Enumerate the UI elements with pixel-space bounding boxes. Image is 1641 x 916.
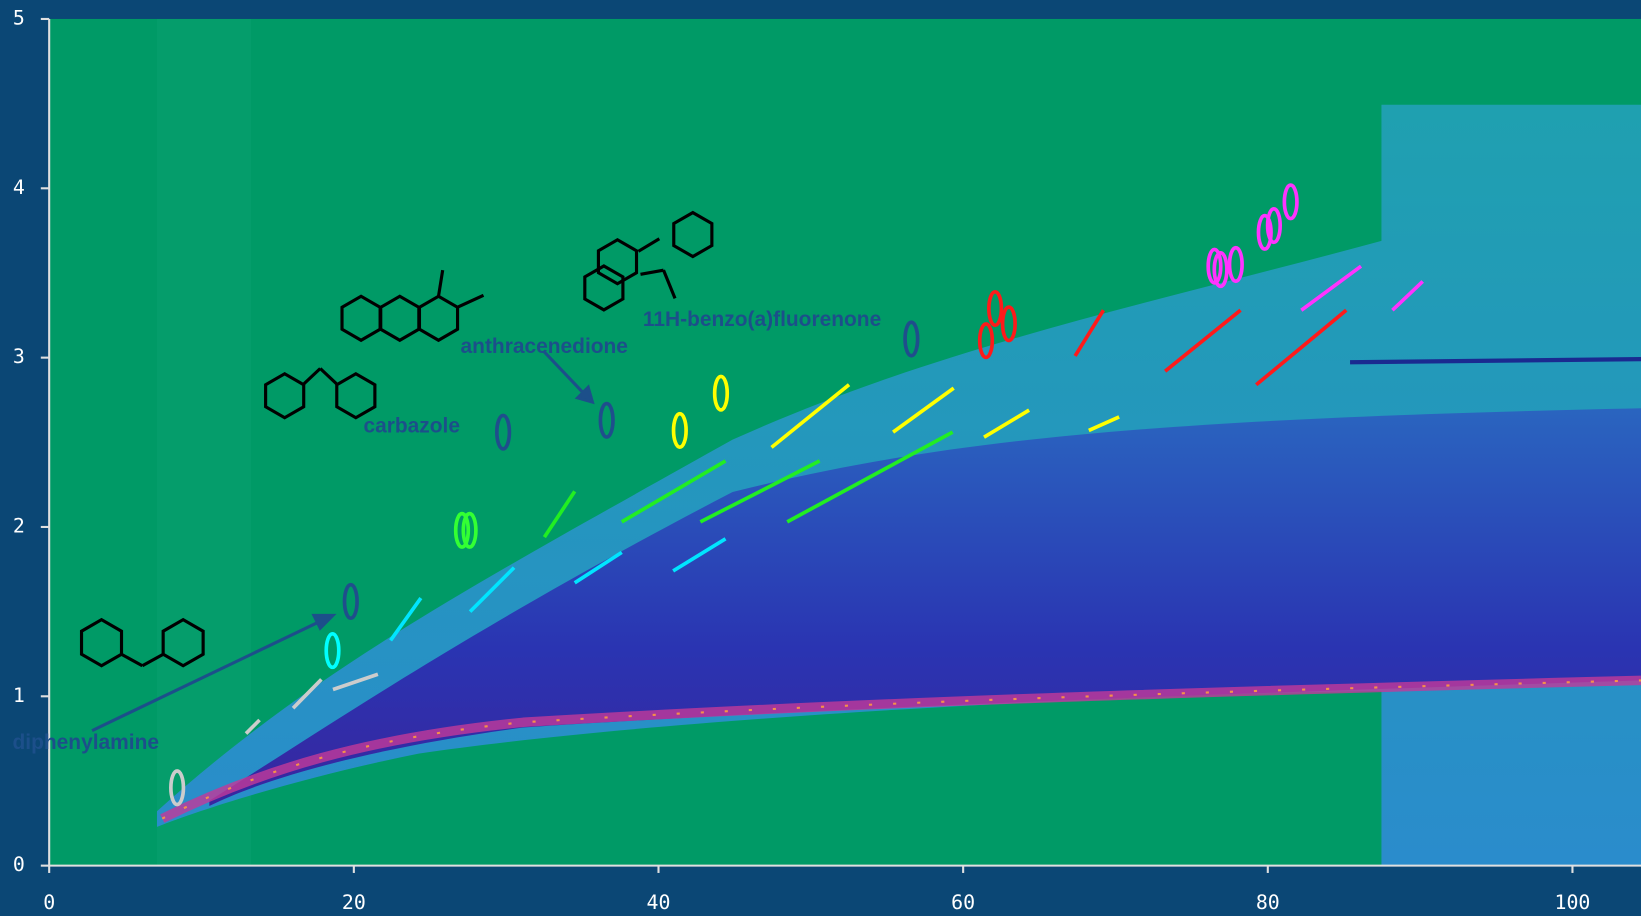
bond bbox=[640, 268, 664, 276]
peak-marker bbox=[324, 632, 341, 670]
x-tick-label: 60 bbox=[951, 891, 975, 914]
marker-line bbox=[573, 550, 623, 585]
marker-line bbox=[244, 718, 261, 735]
marker-line bbox=[1088, 415, 1120, 433]
baseline-streak bbox=[1350, 357, 1641, 365]
peak-marker bbox=[461, 511, 478, 549]
bond bbox=[120, 652, 144, 668]
x-tick-label: 0 bbox=[43, 891, 55, 914]
marker-line bbox=[672, 537, 727, 573]
bond bbox=[302, 367, 322, 386]
peak-marker bbox=[1265, 206, 1283, 245]
marker-line bbox=[1163, 308, 1242, 373]
peak-marker bbox=[1256, 213, 1273, 251]
marker-line bbox=[389, 597, 423, 642]
ring bbox=[79, 617, 124, 668]
marker-line bbox=[983, 408, 1031, 439]
peak-marker bbox=[1206, 247, 1223, 285]
bond bbox=[457, 293, 485, 309]
y-tick-label: 2 bbox=[13, 514, 25, 537]
peak-marker bbox=[977, 322, 995, 360]
peak-marker bbox=[495, 413, 512, 451]
peak-marker bbox=[987, 289, 1004, 328]
ring bbox=[672, 210, 714, 259]
marker-line bbox=[620, 459, 727, 524]
x-tick-label: 100 bbox=[1555, 891, 1591, 914]
arrow-head bbox=[311, 613, 337, 631]
marker-line bbox=[892, 386, 955, 434]
marker-line bbox=[1300, 264, 1363, 312]
x-tick-label: 40 bbox=[647, 891, 671, 914]
plot-shade bbox=[156, 18, 252, 866]
ring bbox=[417, 294, 460, 343]
annotation: carbazole bbox=[363, 415, 460, 438]
marker-line bbox=[468, 566, 516, 613]
x-tick-label: 80 bbox=[1256, 891, 1280, 914]
marker-line bbox=[770, 383, 851, 449]
annotation: 11H-benzo(a)fluorenone bbox=[643, 308, 881, 331]
bond bbox=[637, 237, 661, 253]
peak-marker bbox=[712, 374, 730, 412]
arrow-head bbox=[574, 384, 595, 405]
signal-core bbox=[209, 408, 1641, 806]
annotation: anthracenedione bbox=[461, 335, 628, 358]
ring bbox=[583, 264, 625, 312]
peak-marker bbox=[1282, 183, 1299, 221]
marker-line bbox=[542, 490, 577, 539]
y-tick-label: 0 bbox=[13, 853, 25, 876]
y-tick-label: 5 bbox=[13, 6, 25, 29]
bond bbox=[141, 652, 165, 668]
arrows bbox=[91, 350, 595, 733]
peak-marker bbox=[169, 769, 186, 807]
signal-peaks bbox=[161, 679, 1641, 820]
y-tick-label: 3 bbox=[13, 345, 25, 368]
peak-marker bbox=[1212, 251, 1229, 289]
ring bbox=[161, 617, 205, 668]
annotation: diphenylamine bbox=[13, 731, 159, 754]
structures bbox=[79, 210, 714, 668]
y-tick-label: 1 bbox=[13, 684, 25, 707]
marker-line bbox=[1391, 280, 1424, 312]
marker-line bbox=[786, 430, 954, 524]
peak-marker bbox=[671, 411, 688, 450]
peak-marker bbox=[598, 401, 615, 439]
peak-marker bbox=[903, 320, 920, 358]
y-tick-label: 4 bbox=[13, 176, 25, 199]
peak-marker bbox=[1000, 305, 1017, 343]
peak-marker bbox=[453, 511, 471, 549]
marker-line bbox=[291, 678, 323, 710]
marker-line bbox=[1073, 309, 1105, 357]
arrow bbox=[91, 620, 320, 733]
bond bbox=[662, 269, 677, 299]
ring bbox=[264, 371, 306, 420]
ring bbox=[335, 371, 377, 420]
bond bbox=[436, 269, 445, 297]
arrow bbox=[543, 350, 586, 395]
marker-line bbox=[332, 672, 379, 692]
marker-line bbox=[699, 459, 821, 524]
peak-marker bbox=[342, 582, 359, 621]
ring bbox=[596, 237, 639, 286]
x-tick-label: 20 bbox=[342, 891, 366, 914]
peak-marker bbox=[1227, 245, 1244, 284]
marker-line bbox=[1255, 308, 1348, 387]
bond bbox=[319, 367, 339, 386]
